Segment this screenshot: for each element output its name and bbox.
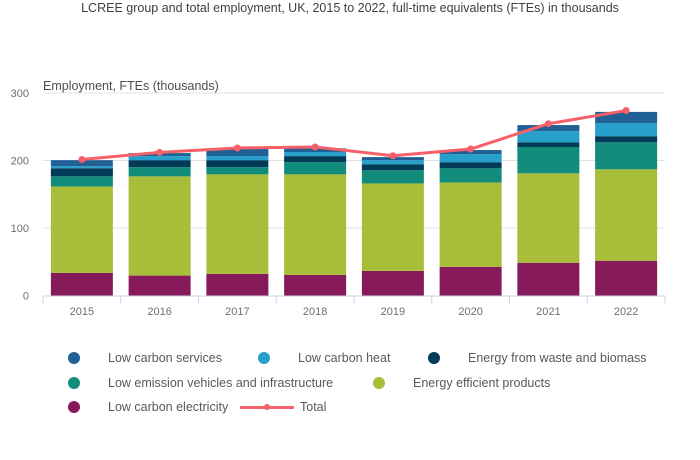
legend-item-total[interactable]: Total bbox=[240, 397, 326, 417]
bar-segment-energy-efficient-products bbox=[128, 176, 191, 276]
x-tick-label: 2022 bbox=[614, 306, 638, 318]
bar-segment-energy-from-waste-and-biomass bbox=[284, 156, 347, 163]
bar-segment-low-carbon-electricity bbox=[128, 275, 191, 296]
bar-segment-low-carbon-services bbox=[595, 111, 658, 124]
bar-segment-low-carbon-electricity bbox=[206, 273, 269, 296]
legend-label: Total bbox=[300, 400, 327, 414]
legend-item-low-carbon-electricity[interactable]: Low carbon electricity bbox=[60, 397, 228, 417]
x-tick-label: 2017 bbox=[225, 306, 249, 318]
total-line-point bbox=[544, 120, 552, 128]
y-tick-label: 200 bbox=[11, 156, 29, 168]
legend-dot-icon bbox=[68, 401, 80, 413]
legend-item-energy-from-waste-and-biomass[interactable]: Energy from waste and biomass bbox=[420, 348, 647, 368]
bar-segment-energy-efficient-products bbox=[439, 182, 502, 267]
legend-item-energy-efficient-products[interactable]: Energy efficient products bbox=[365, 373, 550, 393]
x-tick-label: 2015 bbox=[70, 306, 94, 318]
bar-segment-low-carbon-services bbox=[50, 160, 113, 167]
legend-row: Low carbon services Low carbon heat Energy… bbox=[60, 348, 700, 373]
bar-segment-low-carbon-electricity bbox=[517, 262, 580, 296]
x-tick-label: 2018 bbox=[303, 306, 327, 318]
bar-segment-energy-from-waste-and-biomass bbox=[361, 164, 424, 171]
bar-segment-low-carbon-heat bbox=[595, 123, 658, 137]
legend-label: Low carbon electricity bbox=[108, 400, 229, 414]
bar-segment-low-carbon-services bbox=[517, 125, 580, 132]
y-tick-label: 300 bbox=[11, 88, 29, 100]
bar-segment-low-emission-vehicles-and-infrastructure bbox=[50, 176, 113, 187]
bar-segment-low-emission-vehicles-and-infrastructure bbox=[517, 147, 580, 174]
legend: Low carbon services Low carbon heat Energy… bbox=[60, 348, 700, 422]
x-tick-label: 2016 bbox=[147, 306, 171, 318]
bar-segment-low-carbon-electricity bbox=[50, 272, 113, 296]
bar-segment-low-carbon-heat bbox=[50, 166, 113, 169]
bar-segment-energy-from-waste-and-biomass bbox=[595, 136, 658, 143]
bars bbox=[50, 111, 658, 296]
chart-title: LCREE group and total employment, UK, 20… bbox=[81, 1, 619, 15]
bar-segment-energy-from-waste-and-biomass bbox=[206, 160, 269, 168]
bar-segment-low-carbon-electricity bbox=[361, 270, 424, 296]
bar-segment-energy-efficient-products bbox=[50, 186, 113, 273]
bar-segment-low-carbon-heat bbox=[517, 131, 580, 143]
bar-segment-energy-from-waste-and-biomass bbox=[517, 142, 580, 147]
total-line-point bbox=[467, 145, 475, 153]
bar-segment-energy-efficient-products bbox=[284, 174, 347, 275]
bar-segment-energy-efficient-products bbox=[206, 174, 269, 274]
bar-segment-energy-from-waste-and-biomass bbox=[439, 162, 502, 169]
bar-segment-energy-efficient-products bbox=[595, 169, 658, 261]
y-axis-ticks: 0 100 200 300 bbox=[11, 88, 29, 303]
legend-label: Low carbon heat bbox=[298, 351, 391, 365]
bar-segment-low-emission-vehicles-and-infrastructure bbox=[439, 168, 502, 183]
bar-segment-low-carbon-heat bbox=[128, 156, 191, 161]
bar-segment-low-emission-vehicles-and-infrastructure bbox=[128, 167, 191, 177]
legend-item-low-emission-vehicles-and-infrastructure[interactable]: Low emission vehicles and infrastructure bbox=[60, 373, 333, 393]
bar-segment-energy-from-waste-and-biomass bbox=[128, 160, 191, 168]
total-line-point bbox=[311, 143, 319, 151]
bar-segment-low-carbon-services bbox=[206, 148, 269, 157]
legend-line-marker-icon bbox=[240, 401, 294, 413]
bar-segment-low-emission-vehicles-and-infrastructure bbox=[206, 167, 269, 175]
legend-dot-icon bbox=[68, 376, 80, 389]
bar-segment-low-carbon-heat bbox=[361, 160, 424, 165]
bar-segment-energy-efficient-products bbox=[361, 183, 424, 271]
bar-segment-low-carbon-electricity bbox=[284, 274, 347, 296]
bar-segment-low-carbon-electricity bbox=[595, 260, 658, 296]
y-tick-label: 0 bbox=[23, 291, 29, 303]
x-axis: 2015 2016 2017 2018 2019 2020 2021 2022 bbox=[42, 295, 666, 318]
bar-segment-low-emission-vehicles-and-infrastructure bbox=[595, 142, 658, 170]
x-tick-label: 2020 bbox=[458, 306, 482, 318]
total-line-point bbox=[389, 152, 397, 160]
bar-segment-low-emission-vehicles-and-infrastructure bbox=[361, 170, 424, 184]
legend-row: Low carbon electricity Total bbox=[60, 397, 700, 422]
x-tick-label: 2021 bbox=[536, 306, 560, 318]
total-line bbox=[78, 107, 630, 163]
legend-item-low-carbon-heat[interactable]: Low carbon heat bbox=[250, 348, 390, 368]
legend-dot-icon bbox=[373, 376, 385, 389]
bar-segment-energy-from-waste-and-biomass bbox=[50, 168, 113, 177]
total-line-point bbox=[78, 155, 86, 163]
legend-dot-icon bbox=[258, 352, 270, 364]
total-line-point bbox=[622, 107, 630, 115]
total-line-point bbox=[233, 144, 241, 152]
legend-label: Energy from waste and biomass bbox=[468, 351, 647, 365]
legend-row: Low emission vehicles and infrastructure… bbox=[60, 373, 700, 398]
legend-label: Low carbon services bbox=[108, 351, 222, 365]
bar-segment-low-carbon-heat bbox=[284, 152, 347, 157]
y-axis-title: Employment, FTEs (thousands) bbox=[43, 79, 219, 93]
total-line-point bbox=[156, 148, 164, 156]
bar-segment-low-emission-vehicles-and-infrastructure bbox=[284, 162, 347, 175]
legend-label: Low emission vehicles and infrastructure bbox=[108, 375, 334, 390]
bar-segment-low-carbon-heat bbox=[206, 156, 269, 161]
x-tick-label: 2019 bbox=[381, 306, 405, 318]
bar-segment-low-carbon-heat bbox=[439, 154, 502, 163]
legend-item-low-carbon-services[interactable]: Low carbon services bbox=[60, 348, 222, 368]
legend-dot-icon bbox=[68, 352, 80, 364]
total-line-path bbox=[81, 109, 627, 161]
legend-dot-icon bbox=[428, 352, 440, 364]
bar-segment-low-carbon-electricity bbox=[439, 266, 502, 296]
legend-label: Energy efficient products bbox=[413, 375, 551, 390]
bar-segment-energy-efficient-products bbox=[517, 173, 580, 263]
y-tick-label: 100 bbox=[11, 223, 29, 235]
